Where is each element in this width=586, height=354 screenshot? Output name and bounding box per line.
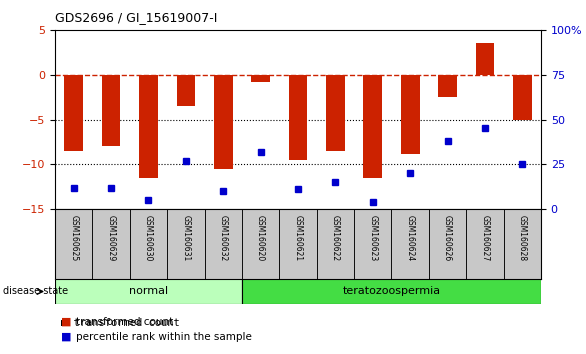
- Bar: [513, 75, 532, 120]
- Bar: [251, 75, 270, 82]
- Bar: [503, 209, 541, 279]
- Text: ■ transformed count: ■ transformed count: [61, 318, 180, 327]
- Bar: [354, 209, 391, 279]
- Bar: [438, 75, 457, 97]
- Text: GSM160623: GSM160623: [368, 215, 377, 261]
- Bar: [130, 209, 167, 279]
- Text: GSM160632: GSM160632: [219, 215, 228, 261]
- Text: GSM160622: GSM160622: [331, 215, 340, 261]
- Bar: [93, 209, 130, 279]
- Text: GSM160631: GSM160631: [181, 215, 190, 261]
- Text: transformed count: transformed count: [76, 316, 173, 327]
- Bar: [242, 209, 280, 279]
- Bar: [363, 75, 382, 178]
- Bar: [466, 209, 503, 279]
- Text: teratozoospermia: teratozoospermia: [342, 286, 441, 297]
- Bar: [139, 75, 158, 178]
- Bar: [326, 75, 345, 151]
- Text: GSM160629: GSM160629: [107, 215, 115, 261]
- Bar: [316, 209, 354, 279]
- Bar: [55, 209, 93, 279]
- Bar: [102, 75, 121, 146]
- Bar: [476, 44, 494, 75]
- Text: GSM160625: GSM160625: [69, 215, 78, 261]
- Bar: [214, 75, 233, 169]
- Text: GDS2696 / GI_15619007-I: GDS2696 / GI_15619007-I: [55, 11, 217, 24]
- Text: ■: ■: [61, 316, 71, 327]
- Text: percentile rank within the sample: percentile rank within the sample: [76, 332, 251, 342]
- Bar: [391, 209, 429, 279]
- Text: normal: normal: [129, 286, 168, 297]
- Bar: [289, 75, 307, 160]
- Bar: [176, 75, 195, 106]
- Text: GSM160624: GSM160624: [406, 215, 415, 261]
- Text: GSM160630: GSM160630: [144, 215, 153, 261]
- Text: GSM160628: GSM160628: [518, 215, 527, 261]
- Bar: [167, 209, 205, 279]
- Bar: [55, 279, 242, 304]
- Bar: [429, 209, 466, 279]
- Bar: [242, 279, 541, 304]
- Bar: [401, 75, 420, 154]
- Text: GSM160626: GSM160626: [443, 215, 452, 261]
- Bar: [205, 209, 242, 279]
- Text: ■: ■: [61, 332, 71, 342]
- Bar: [280, 209, 316, 279]
- Text: GSM160620: GSM160620: [256, 215, 265, 261]
- Text: GSM160621: GSM160621: [294, 215, 302, 261]
- Text: GSM160627: GSM160627: [481, 215, 489, 261]
- Text: disease state: disease state: [3, 286, 68, 297]
- Bar: [64, 75, 83, 151]
